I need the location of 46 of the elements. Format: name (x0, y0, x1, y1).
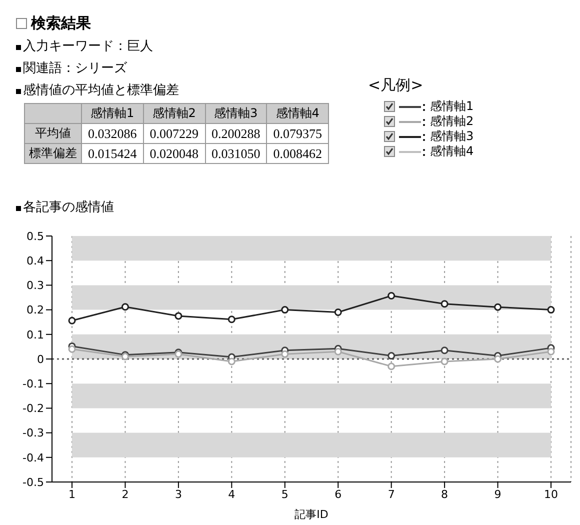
chart-title: 各記事の感情値 (22, 199, 114, 216)
text: 0.079375 (273, 126, 322, 140)
y-tick-label: -0.5 (22, 476, 44, 489)
y-tick-label: 0.5 (26, 230, 44, 243)
y-tick-label: -0.3 (22, 426, 44, 440)
x-tick-label: 1 (68, 488, 76, 501)
legend-label: 感情軸2 (430, 113, 474, 130)
y-tick-label: -0.4 (22, 451, 44, 464)
x-tick-label: 7 (388, 488, 395, 501)
x-tick-label: 10 (544, 488, 558, 501)
text: 0.032086 (88, 126, 137, 140)
x-tick-label: 2 (122, 488, 129, 501)
y-tick-label: 0.3 (26, 279, 44, 292)
category-label: 感情軸4 (266, 104, 328, 124)
category-label: 感情軸1 (82, 104, 144, 124)
text: 0.020048 (150, 146, 198, 160)
category-label: 感情軸2 (143, 104, 205, 124)
text: 検索結果 (31, 14, 91, 33)
y-tick-label: -0.1 (22, 378, 44, 391)
legend-label: 感情軸4 (430, 143, 474, 160)
x-tick-label: 6 (334, 488, 342, 501)
text: 0.015424 (88, 146, 137, 160)
category-label: 標準偏差 (29, 146, 77, 160)
x-tick-label: 8 (441, 488, 448, 501)
category-label: 感情軸3 (205, 104, 267, 124)
text: 入力キーワード：巨人 (22, 38, 154, 55)
text: 感情値の平均値と標準偏差 (22, 82, 180, 99)
text: 0.200288 (212, 126, 260, 140)
legend-title: <凡例> (368, 76, 424, 95)
y-tick-label: -0.2 (22, 402, 44, 416)
x-tick-label: 5 (281, 488, 288, 501)
legend-label: 感情軸1 (430, 98, 474, 115)
y-tick-label: 0.2 (26, 304, 44, 317)
y-tick-label: 0.4 (26, 254, 44, 268)
x-tick-label: 4 (228, 488, 236, 501)
category-label: 平均値 (35, 126, 71, 140)
y-tick-label: 0 (37, 352, 44, 366)
legend-label: 感情軸3 (430, 128, 474, 145)
text: 0.031050 (212, 146, 260, 160)
text: 0.008462 (273, 146, 322, 160)
text: 関連語：シリーズ (22, 60, 128, 77)
x-tick-label: 9 (494, 488, 502, 501)
x-tick-label: 3 (174, 488, 182, 501)
y-tick-label: 0.1 (26, 328, 44, 342)
x-axis-title: 記事ID (294, 508, 328, 521)
text: 0.007229 (150, 126, 198, 140)
